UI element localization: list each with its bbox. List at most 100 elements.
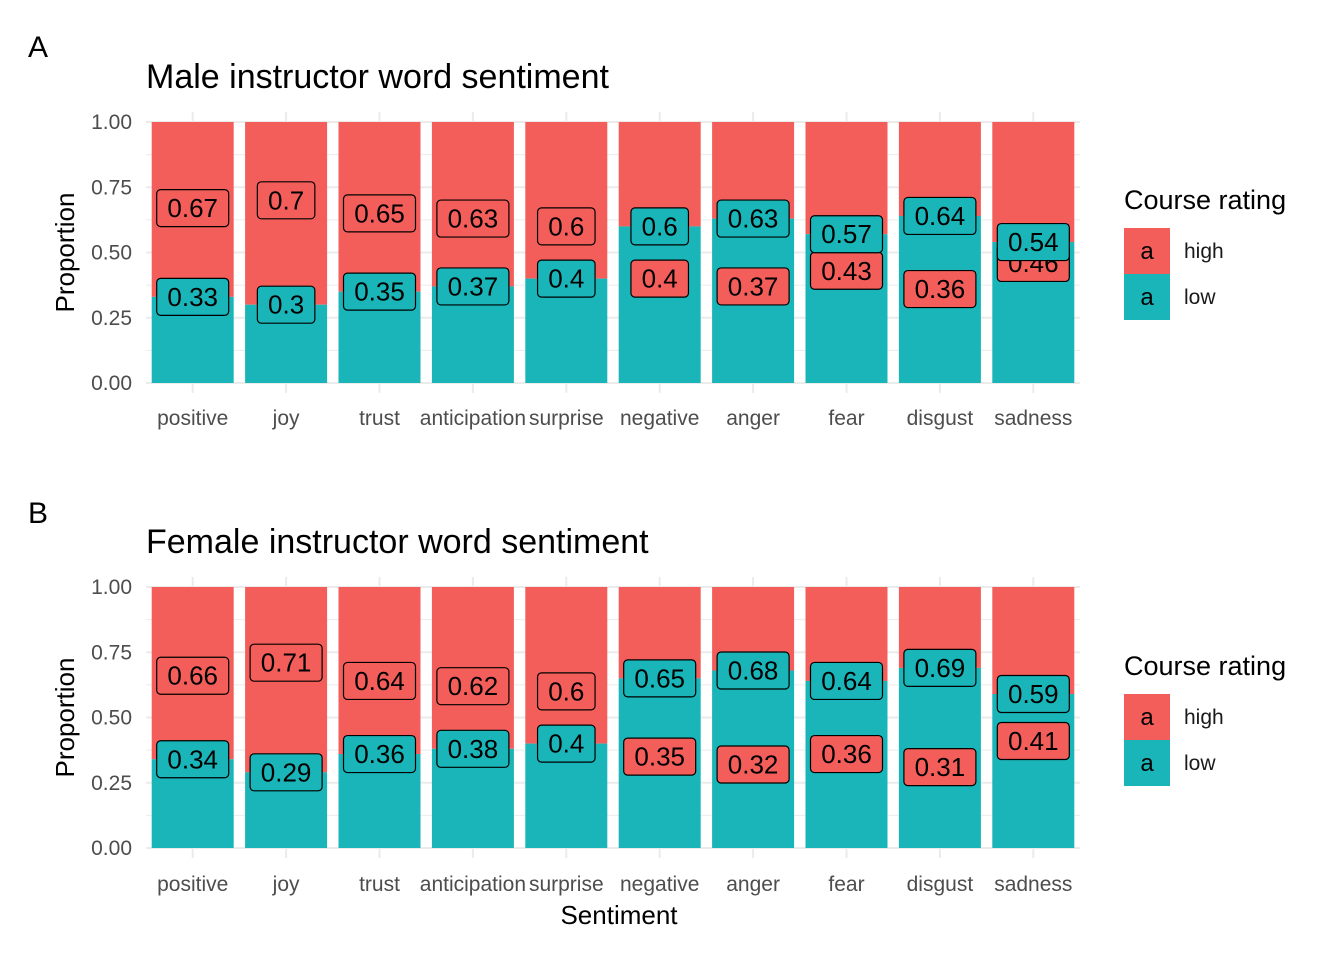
- legend-label-high: high: [1184, 706, 1224, 729]
- label-box-low-fear: [809, 661, 884, 701]
- label-box-high-positive: [156, 656, 230, 695]
- bar-labels: 0.67 0.33 0.7 0.3 0.65 0.35 0.63 0.37 0.6 0.4 0.4 0…: [156, 181, 1070, 324]
- data-label-low-fear: 0.64: [821, 666, 872, 696]
- label-box-high-negative: [623, 737, 697, 776]
- x-tick-label: positive: [157, 873, 228, 896]
- label-box-high-positive: [156, 189, 230, 228]
- label-box-low-anticipation: [436, 267, 510, 306]
- label-box-low-anger: [716, 651, 790, 690]
- y-tick-label: 0.50: [91, 707, 132, 730]
- bar-low-sadness: [992, 694, 1075, 848]
- label-box-high-negative: [630, 259, 690, 298]
- bar-high-sadness: [992, 122, 1075, 243]
- label-box-high-surprise: [536, 672, 596, 711]
- label-box-low-positive: [156, 740, 230, 779]
- data-label-high-negative: 0.35: [634, 742, 685, 772]
- label-box-high-trust: [342, 661, 417, 701]
- panel-tag: B: [28, 497, 48, 530]
- data-label-high-anticipation: 0.63: [448, 204, 499, 234]
- data-label-low-anticipation: 0.38: [448, 734, 499, 764]
- panel-b: B Female instructor word sentiment 0.00 0.2…: [28, 497, 1286, 930]
- data-label-low-sadness: 0.59: [1008, 679, 1059, 709]
- label-box-low-negative: [630, 207, 690, 246]
- x-tick-label: joy: [272, 407, 300, 430]
- label-box-low-joy: [249, 753, 323, 792]
- label-box-high-joy: [249, 643, 323, 682]
- x-tick-label: disgust: [907, 873, 974, 896]
- legend-key-low: [1124, 274, 1170, 320]
- bar-low-negative: [618, 226, 701, 383]
- data-label-low-positive: 0.33: [167, 282, 218, 312]
- x-tick-label: fear: [828, 407, 864, 430]
- legend-key-glyph: a: [1140, 284, 1154, 311]
- data-label-high-fear: 0.43: [821, 256, 872, 286]
- legend-key-glyph: a: [1140, 704, 1154, 731]
- y-axis-label: Proportion: [50, 193, 80, 313]
- label-box-high-anticipation: [436, 667, 510, 706]
- label-box-low-trust: [342, 734, 417, 774]
- bar-labels: 0.66 0.34 0.71 0.29 0.64 0.36 0.62 0.38 0.6 0.4 0.…: [156, 643, 1070, 792]
- data-label-low-sadness: 0.54: [1008, 227, 1059, 257]
- legend-title: Course rating: [1124, 185, 1286, 215]
- data-label-high-surprise: 0.6: [548, 211, 584, 241]
- data-label-high-trust: 0.65: [354, 198, 405, 228]
- data-label-high-disgust: 0.31: [915, 752, 966, 782]
- data-label-high-positive: 0.67: [167, 193, 218, 223]
- data-label-high-disgust: 0.36: [915, 274, 966, 304]
- legend: Course rating a high a low: [1124, 185, 1286, 320]
- data-label-high-fear: 0.36: [821, 739, 872, 769]
- label-box-high-sadness: [996, 721, 1070, 761]
- data-label-high-positive: 0.66: [167, 661, 218, 691]
- label-box-low-disgust: [903, 648, 977, 688]
- label-box-low-joy: [256, 285, 316, 324]
- y-tick-label: 0.50: [91, 242, 132, 265]
- x-tick-label: anticipation: [420, 407, 526, 430]
- label-box-low-sadness: [996, 674, 1070, 714]
- label-box-high-disgust: [903, 747, 977, 787]
- x-tick-label: negative: [620, 873, 699, 896]
- label-box-low-surprise: [536, 724, 596, 763]
- y-tick-label: 0.25: [91, 772, 132, 795]
- legend-label-high: high: [1184, 240, 1224, 263]
- x-tick-label: anger: [726, 407, 780, 430]
- bars: [151, 122, 1075, 383]
- data-label-low-anger: 0.68: [728, 656, 779, 686]
- y-tick-label: 0.00: [91, 837, 132, 860]
- legend-label-low: low: [1184, 286, 1216, 309]
- label-box-high-disgust: [903, 269, 977, 309]
- x-tick-label: joy: [272, 873, 300, 896]
- panel-a: A Male instructor word sentiment 0.00 0.25 0…: [28, 31, 1286, 430]
- x-tick-label: positive: [157, 407, 228, 430]
- legend-key-high: [1124, 228, 1170, 274]
- label-box-high-anger: [716, 267, 790, 306]
- label-box-low-disgust: [903, 196, 977, 236]
- x-tick-label: trust: [359, 407, 400, 430]
- data-label-high-anticipation: 0.62: [448, 671, 499, 701]
- data-label-high-anger: 0.32: [728, 749, 779, 779]
- x-tick-label: anticipation: [420, 873, 526, 896]
- label-box-low-anticipation: [436, 729, 510, 768]
- bar-high-surprise: [525, 122, 608, 279]
- y-axis-label: Proportion: [50, 658, 80, 778]
- legend-title: Course rating: [1124, 651, 1286, 681]
- x-tick-label: trust: [359, 873, 400, 896]
- data-label-low-surprise: 0.4: [548, 264, 584, 294]
- label-box-high-trust: [342, 194, 417, 233]
- data-label-low-joy: 0.29: [261, 757, 312, 787]
- panel-tag: A: [28, 31, 48, 64]
- data-label-low-joy: 0.3: [268, 290, 304, 320]
- data-label-low-trust: 0.36: [354, 739, 405, 769]
- y-tick-label: 1.00: [91, 576, 132, 599]
- y-tick-label: 0.25: [91, 307, 132, 330]
- data-label-low-positive: 0.34: [167, 744, 218, 774]
- data-label-low-trust: 0.35: [354, 277, 405, 307]
- label-box-low-negative: [623, 659, 697, 698]
- x-tick-label: fear: [828, 873, 864, 896]
- label-box-low-anger: [716, 199, 790, 238]
- x-tick-label: disgust: [907, 407, 974, 430]
- data-label-low-negative: 0.65: [634, 663, 685, 693]
- legend-label-low: low: [1184, 752, 1216, 775]
- label-box-high-fear: [809, 734, 884, 774]
- legend-key-low: [1124, 740, 1170, 786]
